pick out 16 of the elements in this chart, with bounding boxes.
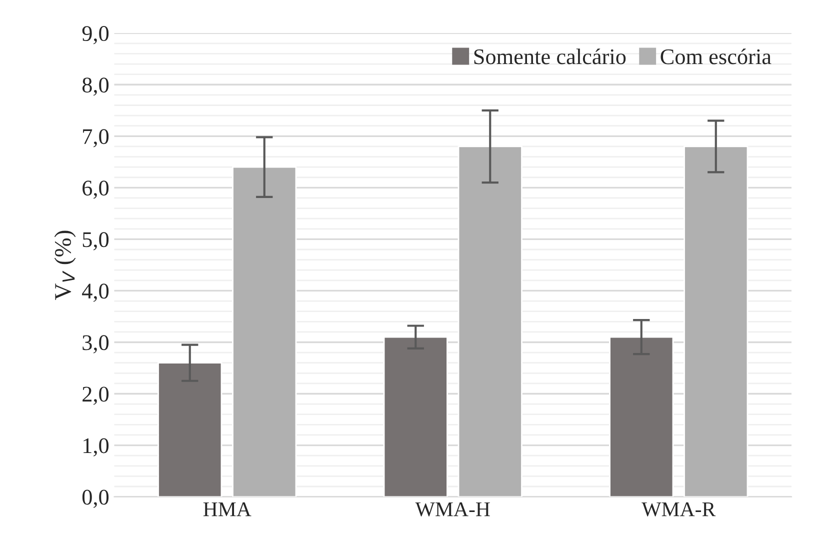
x-tick-label: WMA-R bbox=[642, 502, 716, 516]
y-tick-label: 3,0 bbox=[82, 335, 109, 354]
y-axis-title: V$_{V}$ (%) bbox=[54, 230, 76, 300]
legend-label: Com escória bbox=[660, 48, 772, 64]
y-tick-label: 4,0 bbox=[82, 284, 109, 302]
y-tick-label: 8,0 bbox=[82, 78, 109, 96]
y-tick-label: 0,0 bbox=[82, 490, 109, 508]
legend-label: Somente calcário bbox=[474, 48, 626, 64]
x-tick-label: HMA bbox=[203, 502, 252, 516]
y-tick-label: 9,0 bbox=[82, 26, 109, 44]
y-tick-label: 1,0 bbox=[84, 438, 109, 456]
y-tick-label: 2,0 bbox=[82, 386, 109, 405]
y-tick-label: 5,0 bbox=[82, 232, 109, 250]
y-tick-label: 6,0 bbox=[82, 180, 109, 199]
y-tick-label: 7,0 bbox=[83, 129, 109, 148]
x-tick-label: WMA-H bbox=[415, 502, 490, 516]
